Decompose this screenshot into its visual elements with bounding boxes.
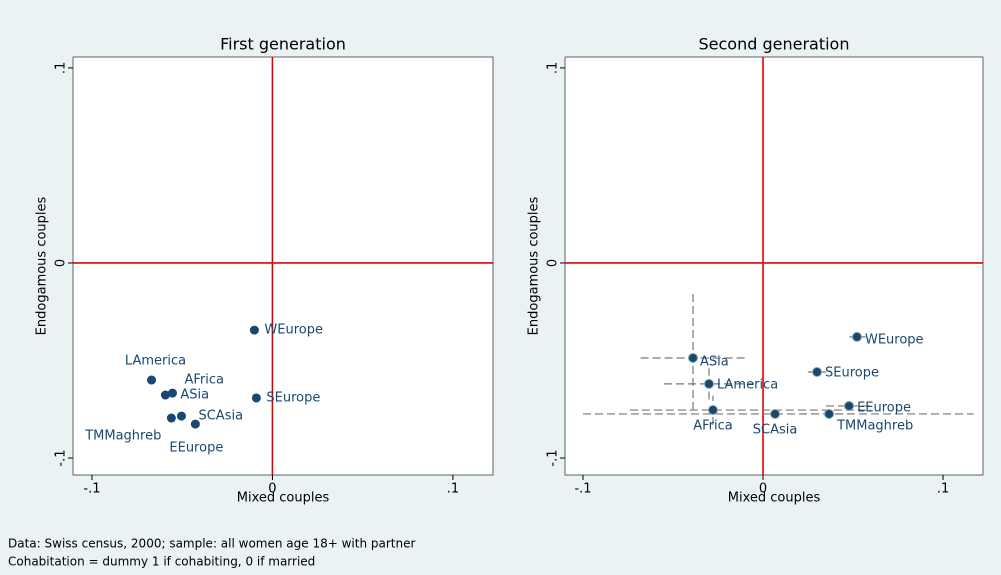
point-label: SEurope (825, 366, 879, 381)
point (249, 325, 259, 335)
y-axis-label: Endogamous couples (527, 196, 542, 335)
x-axis-label: Mixed couples (237, 491, 330, 506)
plot-area (72, 56, 494, 476)
point-label: LAmerica (717, 377, 778, 392)
note: Cohabitation = dummy 1 if cohabiting, 0 … (8, 555, 315, 569)
point-label: SEurope (266, 390, 320, 405)
point (167, 388, 177, 398)
chart-title: Second generation (699, 35, 850, 54)
y-tick-label: -.1 (54, 449, 69, 466)
point (687, 352, 698, 363)
point-label: SCAsia (753, 422, 798, 437)
point (147, 375, 157, 385)
point (176, 411, 186, 421)
chart-title: First generation (220, 35, 346, 54)
x-axis-label: Mixed couples (728, 491, 821, 506)
point (160, 390, 170, 400)
point-label: EEurope (169, 441, 223, 456)
x-tick-label: 0 (759, 482, 767, 497)
point-label: WEurope (865, 332, 924, 347)
point (190, 419, 200, 429)
point (844, 400, 855, 411)
y-tick-label: .1 (546, 62, 561, 74)
point-label: EEurope (857, 400, 911, 415)
x-tick-label: .1 (447, 482, 459, 497)
point-label: AFrica (693, 419, 733, 434)
point (251, 393, 261, 403)
point-label: LAmerica (125, 354, 186, 369)
point (166, 413, 176, 423)
point-label: SCAsia (198, 409, 243, 424)
note: Data: Swiss census, 2000; sample: all wo… (8, 537, 415, 551)
x-tick-label: -.1 (574, 482, 591, 497)
y-tick-label: -.1 (546, 449, 561, 466)
point-label: ASia (180, 388, 209, 403)
y-axis-label: Endogamous couples (35, 196, 50, 335)
point-label: AFrica (184, 373, 224, 388)
point-label: TMMaghreb (84, 429, 161, 444)
point (812, 367, 823, 378)
y-tick-label: 0 (546, 259, 561, 267)
point-label: ASia (700, 354, 729, 369)
point (851, 331, 862, 342)
y-tick-label: 0 (54, 259, 69, 267)
x-tick-label: .1 (937, 482, 949, 497)
point (704, 378, 715, 389)
point (707, 405, 718, 416)
x-tick-label: -.1 (83, 482, 100, 497)
point-label: TMMaghreb (836, 418, 913, 433)
plot-area (564, 56, 984, 476)
x-tick-label: 0 (268, 482, 276, 497)
y-tick-label: .1 (54, 62, 69, 74)
point (824, 408, 835, 419)
point (770, 408, 781, 419)
point-label: WEurope (264, 323, 323, 338)
